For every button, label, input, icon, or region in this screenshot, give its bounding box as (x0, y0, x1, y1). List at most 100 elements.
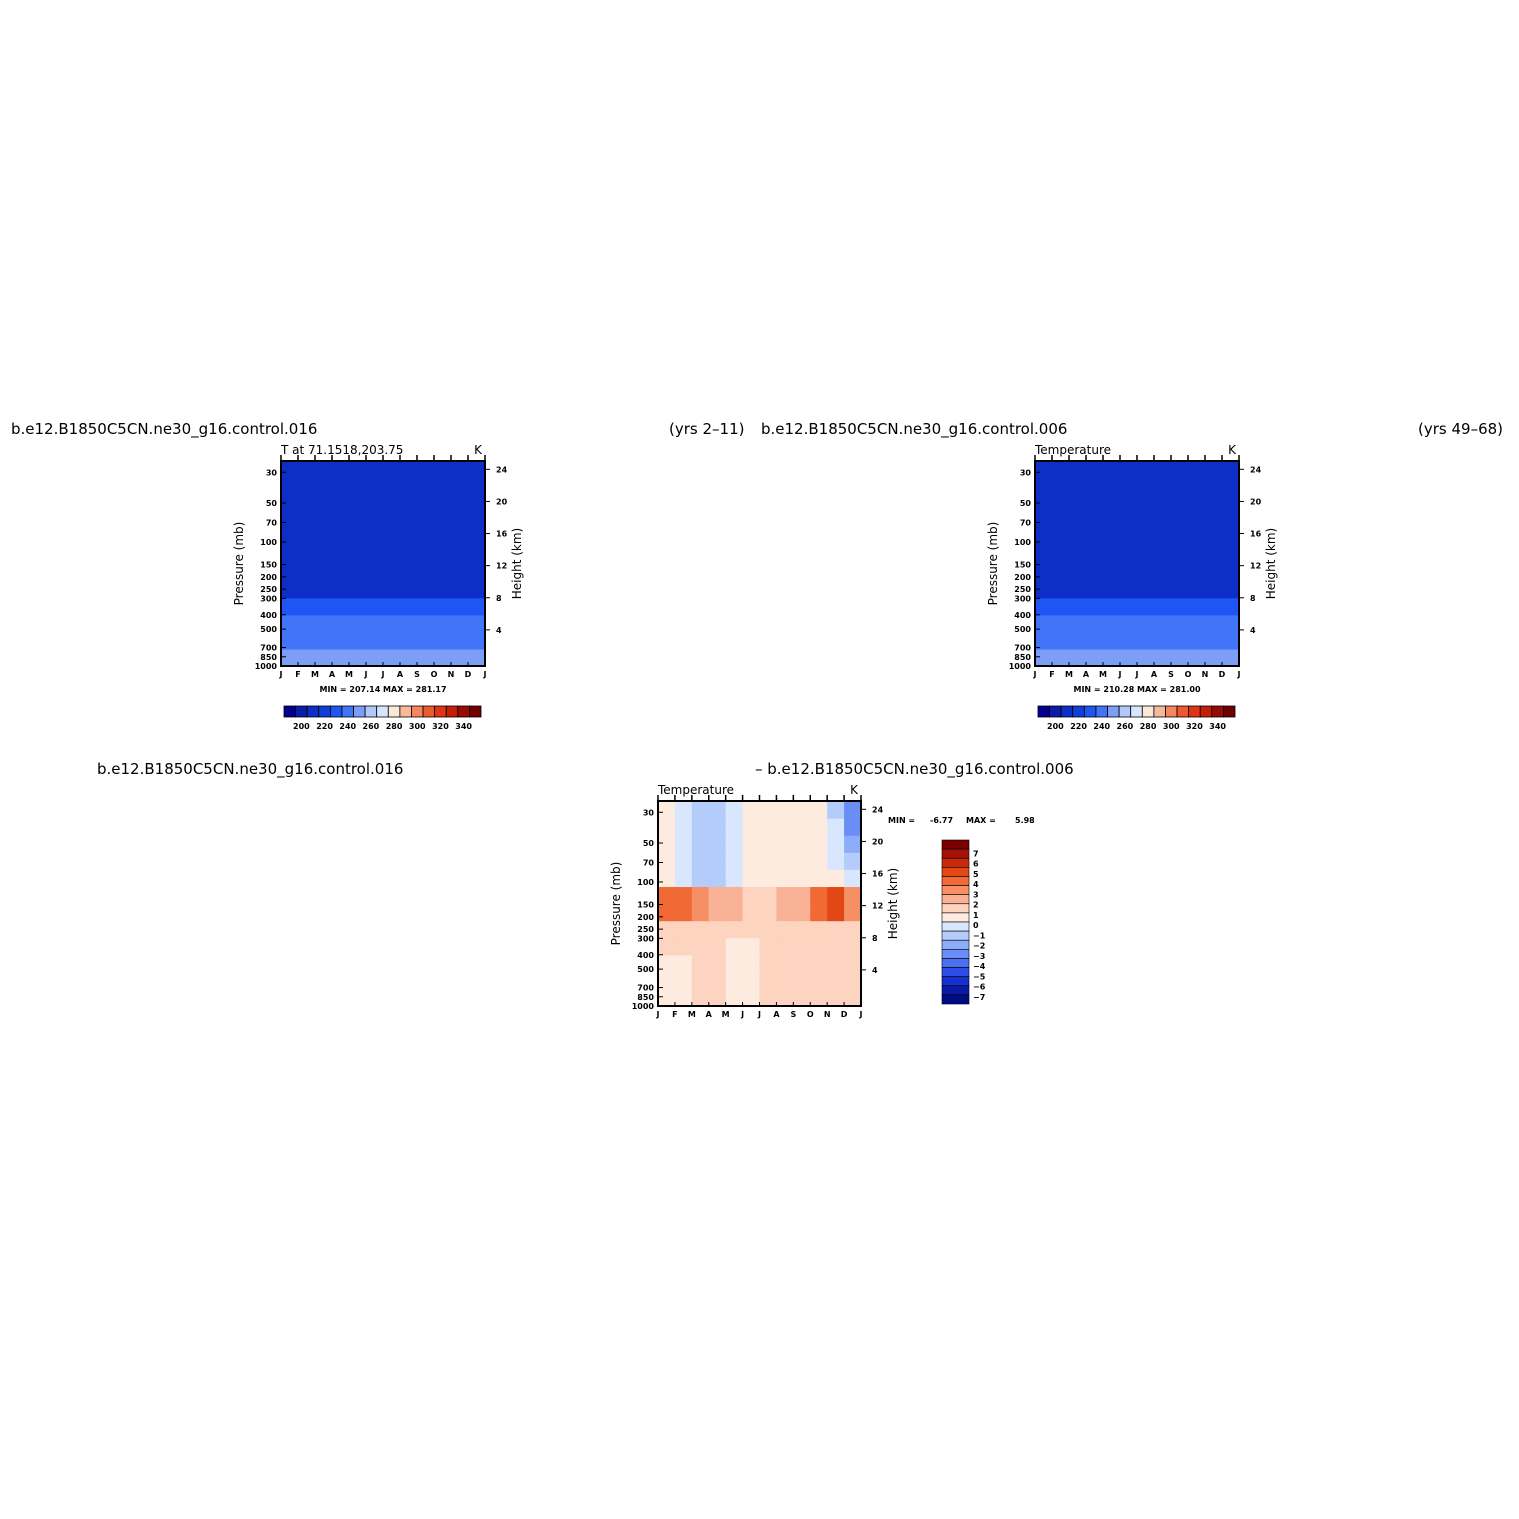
panel1-contour-cell (298, 580, 316, 599)
panel1-contour-cell (349, 512, 367, 530)
panel2-x-tick-label: M (1065, 670, 1073, 679)
panel2-contour-cell (1188, 597, 1206, 616)
panel1-units: K (474, 443, 483, 457)
panel1-contour-cell (400, 614, 418, 633)
panel1-x-tick-label: A (397, 670, 404, 679)
panel2-contour-cell (1137, 461, 1155, 479)
panel1-contour-cell (417, 461, 435, 479)
panel3-x-tick-label: J (656, 1010, 660, 1019)
panel2-contour-cell (1154, 529, 1172, 548)
panel2-x-tick-label: J (1118, 670, 1122, 679)
panel2-contour-cell (1069, 512, 1087, 530)
panel3-contour-cell (759, 886, 778, 905)
panel1-contour-cell (281, 529, 299, 548)
panel1-contour-cell (400, 597, 418, 616)
panel2-y2-tick-label: 24 (1250, 465, 1262, 474)
panel1-contour-cell (315, 563, 333, 582)
panel3-contour-cell (674, 920, 693, 939)
panel3-contour-cell (658, 852, 676, 870)
panel2-y-tick-label: 300 (1014, 594, 1031, 603)
panel1-contour-cell (366, 563, 384, 582)
panel3-colorbar-label: 2 (973, 901, 979, 910)
panel3-contour-cell (844, 937, 862, 956)
panel3-contour-cell (691, 801, 710, 819)
panel2-y-tick-label: 200 (1014, 573, 1031, 582)
panel1-contour-cell (383, 495, 401, 513)
panel1-contour-cell (315, 648, 333, 667)
panel2-colorbar-label: 320 (1186, 722, 1203, 731)
panel3-y-tick-label: 500 (637, 965, 654, 974)
panel3-contour-cell (844, 920, 862, 939)
panel3-contour-cell (658, 903, 676, 922)
panel1-contour-cell (298, 478, 316, 496)
panel1-colorbar-label: 240 (339, 722, 356, 731)
panel2-x-tick-label: J (1033, 670, 1037, 679)
panel1-contour-cell (315, 478, 333, 496)
panel3-contour-cell (844, 988, 862, 1007)
panel1-contour-cell (451, 512, 469, 530)
panel1-contour-cell (434, 512, 452, 530)
panel3-colorbar-box (941, 958, 970, 968)
panel1-contour-cell (332, 614, 350, 633)
panel3-contour-cell (708, 937, 727, 956)
panel1-contour-cell (451, 461, 469, 479)
panel1-contour-cell (315, 529, 333, 548)
panel1-contour-cell (298, 648, 316, 667)
panel2-contour-cell (1052, 529, 1070, 548)
panel2-colorbar-label: 240 (1093, 722, 1110, 731)
panel3-contour-cell (691, 869, 710, 888)
panel1-contour-cell (451, 495, 469, 513)
panel2-contour-cell (1222, 495, 1240, 513)
panel1-colorbar-box (387, 705, 401, 718)
panel3-contour-cell (793, 835, 811, 853)
panel3-contour-cell (708, 971, 727, 990)
panel3-contour-cell (793, 954, 811, 973)
panel2-colorbar-box (1188, 705, 1201, 718)
panel1-contour-cell (383, 512, 401, 530)
panel1-contour-cell (281, 648, 299, 667)
panel2-contour-cell (1188, 478, 1206, 496)
panel1-y-tick-label: 100 (260, 538, 277, 547)
panel2-contour-cell (1222, 648, 1240, 667)
panel2-contour-cell (1137, 546, 1155, 565)
panel1-colorbar-box (422, 705, 436, 718)
panel2-contour-cell (1120, 580, 1138, 599)
panel3-contour-cell (708, 801, 727, 819)
panel1-contour-cell (366, 631, 384, 650)
panel1-contour-cell (349, 478, 367, 496)
panel3-title-right: – b.e12.B1850C5CN.ne30_g16.control.006 (755, 760, 1074, 778)
panel3-contour-cell (776, 869, 794, 888)
panel1-contour-cell (400, 461, 418, 479)
panel1-contour-cell (417, 614, 435, 633)
panel3-contour-cell (827, 903, 845, 922)
panel1-contour-cell (281, 478, 299, 496)
panel2-x-tick-label: J (1135, 670, 1139, 679)
panel1-contour-cell (451, 563, 469, 582)
panel2-colorbar-label: 260 (1117, 722, 1134, 731)
panel3-contour-cell (793, 903, 811, 922)
panel1-contour-cell (417, 529, 435, 548)
panel3-contour-cell (742, 886, 761, 905)
panel3-colorbar-box (941, 839, 970, 850)
panel1-contour-cell (434, 597, 452, 616)
panel1-contour-cell (315, 495, 333, 513)
panel1-contour-cell (400, 546, 418, 565)
panel1-contour-cell (298, 563, 316, 582)
panel2-contour-cell (1086, 461, 1104, 479)
panel2-y2-tick-label: 8 (1250, 594, 1256, 603)
panel3-contour-cell (827, 852, 845, 870)
panel2-stats: MIN = 210.28 MAX = 281.00 (1073, 685, 1200, 694)
panel3-contour-cell (674, 971, 693, 990)
panel3-colorbar-label: 0 (973, 921, 979, 930)
panel1-y-tick-label: 300 (260, 594, 277, 603)
panel2-contour-cell (1086, 529, 1104, 548)
panel2-colorbar-box (1199, 705, 1213, 718)
panel2-y-tick-label: 30 (1020, 468, 1032, 477)
panel1-contour-cell (434, 631, 452, 650)
panel3-x-tick-label: O (807, 1010, 814, 1019)
panel3-contour-cell (674, 886, 693, 905)
panel3-contour-cell (827, 869, 845, 888)
panel1-contour-cell (315, 597, 333, 616)
panel2-x-tick-label: J (1237, 670, 1241, 679)
panel2-colorbar-label: 340 (1209, 722, 1226, 731)
